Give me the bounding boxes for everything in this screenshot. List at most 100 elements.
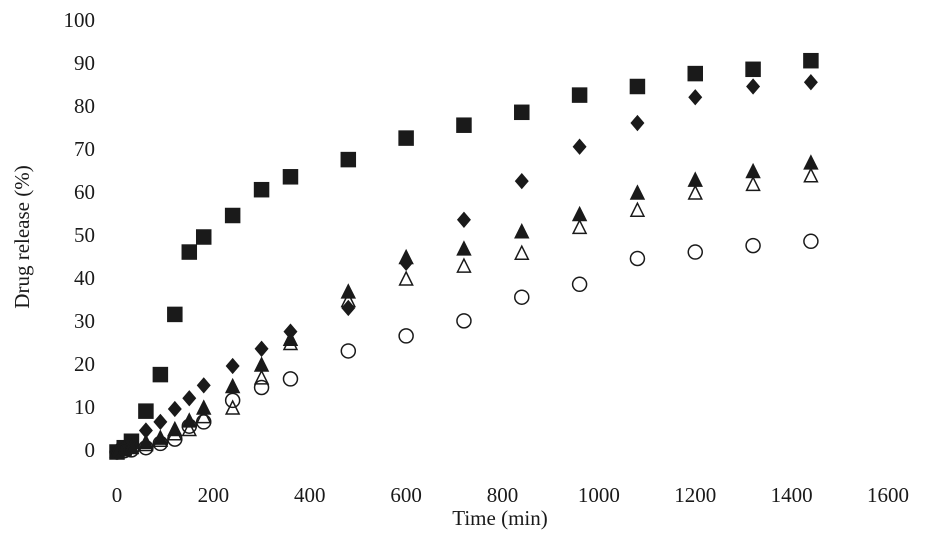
square-marker — [340, 151, 357, 168]
circle-marker — [514, 289, 530, 305]
diamond-marker — [803, 74, 818, 91]
y-tick-label: 20 — [74, 352, 95, 376]
triangle-marker — [224, 377, 241, 394]
triangle-marker — [282, 334, 299, 351]
y-tick-label: 40 — [74, 266, 95, 290]
circle-marker — [398, 328, 414, 344]
circle-marker — [629, 250, 646, 267]
y-axis-label: Drug release (%) — [10, 165, 34, 308]
diamond-marker — [572, 138, 587, 155]
diamond-marker — [182, 390, 197, 407]
circle-marker — [571, 276, 588, 293]
x-tick-label: 400 — [294, 483, 326, 507]
y-tick-label: 90 — [74, 51, 95, 75]
x-tick-label: 1400 — [771, 483, 813, 507]
triangle-marker — [745, 175, 761, 192]
diamond-marker — [456, 211, 471, 228]
x-axis-label: Time (min) — [452, 506, 547, 530]
diamond-marker — [167, 400, 182, 418]
x-tick-label: 0 — [112, 483, 123, 507]
x-tick-label: 200 — [198, 483, 230, 507]
diamond-marker — [254, 340, 269, 357]
triangle-marker — [571, 205, 588, 222]
circle-marker — [456, 313, 472, 329]
diamond-marker — [225, 357, 240, 375]
triangle-marker — [456, 257, 472, 273]
y-tick-label: 30 — [74, 309, 95, 333]
triangle-marker — [803, 167, 819, 183]
circle-marker — [253, 379, 270, 396]
circle-marker — [116, 442, 132, 459]
triangle-marker — [340, 283, 357, 299]
diamond-marker — [341, 299, 356, 317]
triangle-marker — [138, 435, 154, 452]
circle-marker — [195, 414, 212, 430]
y-tick-label: 50 — [74, 223, 95, 247]
circle-marker — [138, 439, 154, 456]
circle-marker — [152, 435, 169, 452]
square-marker — [514, 104, 530, 121]
square-marker — [167, 306, 183, 323]
circle-marker — [167, 431, 183, 447]
square-marker — [687, 65, 703, 82]
diamond-marker — [630, 114, 645, 132]
triangle-marker — [340, 291, 357, 308]
square-marker — [398, 130, 414, 146]
circle-marker — [282, 371, 299, 387]
triangle-marker — [687, 171, 703, 187]
x-tick-label: 600 — [390, 483, 422, 507]
triangle-marker — [253, 356, 270, 372]
x-tick-label: 1200 — [674, 483, 716, 507]
square-marker — [803, 52, 819, 69]
triangle-marker — [196, 399, 212, 415]
triangle-marker — [152, 431, 169, 447]
diamond-marker — [746, 78, 761, 95]
square-marker — [282, 169, 299, 185]
y-tick-label: 80 — [74, 94, 95, 118]
circle-marker — [181, 418, 198, 434]
y-tick-label: 10 — [74, 395, 95, 419]
triangle-marker — [181, 420, 197, 437]
circle-marker — [224, 392, 241, 409]
square-marker — [152, 366, 169, 383]
y-tick-label: 70 — [74, 137, 95, 161]
square-marker — [629, 78, 646, 95]
triangle-marker — [629, 201, 646, 217]
circle-marker — [340, 343, 357, 359]
circle-marker — [803, 233, 819, 250]
circle-marker — [123, 442, 140, 458]
triangle-marker — [398, 270, 414, 286]
triangle-marker — [123, 438, 140, 455]
square-marker — [181, 244, 198, 260]
square-marker — [571, 87, 588, 103]
triangle-marker — [803, 154, 819, 170]
circle-marker — [745, 237, 761, 254]
triangle-marker — [224, 399, 241, 415]
square-marker — [138, 403, 154, 419]
square-marker — [253, 181, 270, 198]
x-tick-label: 800 — [487, 483, 519, 507]
diamond-marker — [153, 413, 168, 431]
circle-marker — [687, 244, 703, 260]
triangle-marker — [745, 162, 761, 179]
y-tick-label: 0 — [85, 438, 96, 462]
triangle-marker — [687, 184, 703, 200]
y-tick-label: 60 — [74, 180, 95, 204]
triangle-marker — [514, 223, 530, 239]
triangle-marker — [398, 248, 414, 265]
triangle-marker — [571, 218, 588, 235]
square-marker — [456, 117, 472, 133]
triangle-marker — [253, 369, 270, 385]
diamond-marker — [514, 172, 529, 190]
x-tick-label: 1000 — [578, 483, 620, 507]
triangle-marker — [629, 184, 646, 200]
triangle-marker — [514, 244, 530, 260]
square-marker — [224, 207, 241, 224]
square-marker — [745, 61, 761, 78]
x-tick-label: 1600 — [867, 483, 909, 507]
diamond-marker — [196, 377, 211, 394]
y-tick-label: 100 — [64, 8, 96, 32]
square-marker — [195, 229, 212, 245]
triangle-marker — [456, 240, 472, 256]
